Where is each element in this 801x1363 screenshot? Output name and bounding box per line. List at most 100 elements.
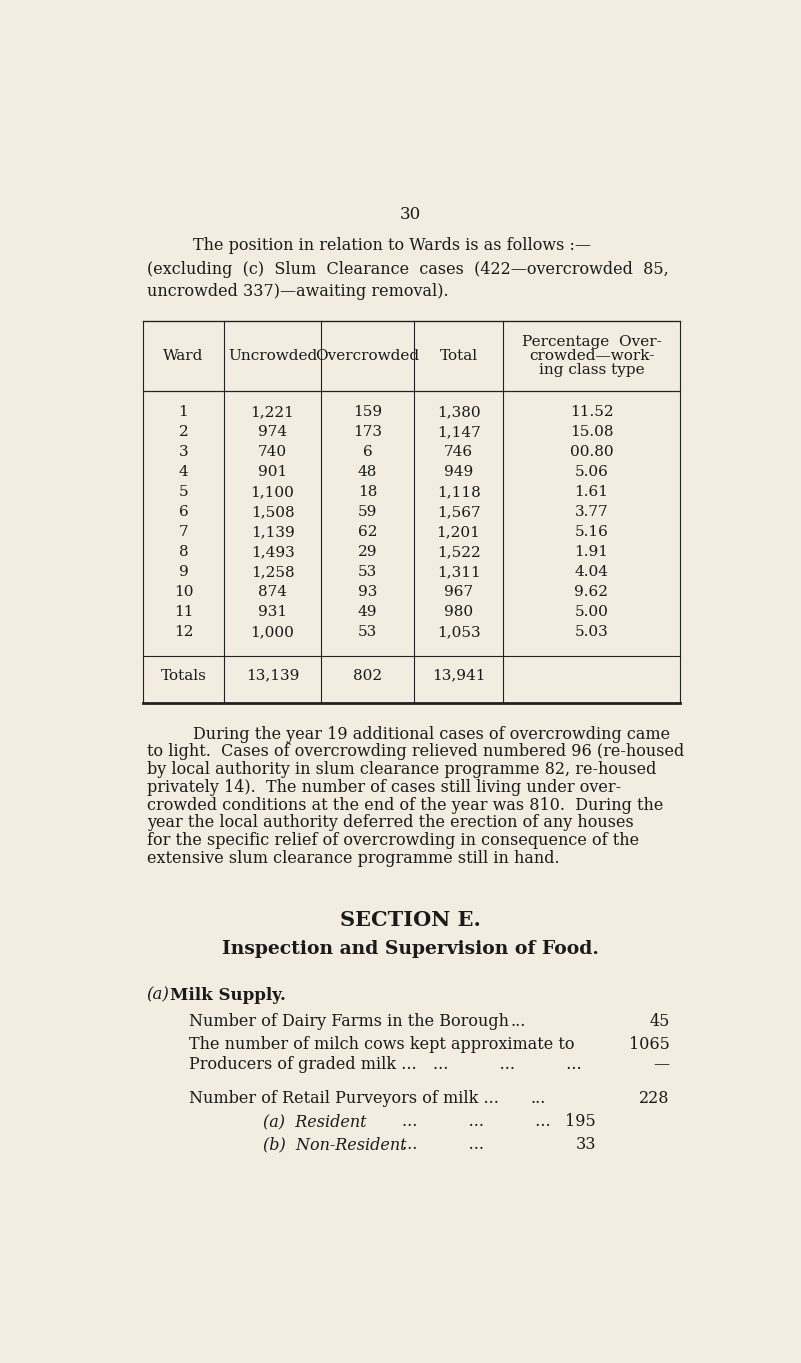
- Text: 4.04: 4.04: [574, 566, 609, 579]
- Text: crowded—work-: crowded—work-: [529, 349, 654, 363]
- Text: 949: 949: [444, 465, 473, 480]
- Text: 9: 9: [179, 566, 188, 579]
- Text: 30: 30: [400, 206, 421, 224]
- Text: Percentage  Over-: Percentage Over-: [521, 335, 662, 349]
- Text: Number of Dairy Farms in the Borough: Number of Dairy Farms in the Borough: [189, 1013, 509, 1030]
- Text: 228: 228: [639, 1090, 670, 1107]
- Text: 901: 901: [258, 465, 288, 480]
- Text: Producers of graded milk ...: Producers of graded milk ...: [189, 1056, 417, 1073]
- Text: 48: 48: [358, 465, 377, 480]
- Text: During the year 19 additional cases of overcrowding came: During the year 19 additional cases of o…: [193, 725, 670, 743]
- Text: The position in relation to Wards is as follows :—: The position in relation to Wards is as …: [193, 237, 591, 254]
- Text: 874: 874: [258, 586, 287, 600]
- Text: 45: 45: [650, 1013, 670, 1030]
- Text: 13,139: 13,139: [246, 669, 300, 683]
- Text: 1,147: 1,147: [437, 425, 481, 439]
- Text: uncrowded 337)—awaiting removal).: uncrowded 337)—awaiting removal).: [147, 284, 449, 300]
- Text: 5.03: 5.03: [574, 626, 608, 639]
- Text: 33: 33: [576, 1137, 596, 1153]
- Text: 6: 6: [179, 506, 188, 519]
- Text: 159: 159: [353, 405, 382, 420]
- Text: 1,000: 1,000: [251, 626, 295, 639]
- Text: ...          ...: ... ...: [402, 1137, 485, 1153]
- Text: to light.  Cases of overcrowding relieved numbered 96 (re-housed: to light. Cases of overcrowding relieved…: [147, 743, 684, 761]
- Text: Total: Total: [440, 349, 477, 363]
- Text: 3: 3: [179, 446, 188, 459]
- Text: 931: 931: [258, 605, 287, 619]
- Text: 5.00: 5.00: [574, 605, 609, 619]
- Text: 93: 93: [358, 586, 377, 600]
- Text: 1,493: 1,493: [251, 545, 295, 559]
- Text: 53: 53: [358, 626, 377, 639]
- Text: 7: 7: [179, 525, 188, 540]
- Text: 195: 195: [566, 1114, 596, 1130]
- Text: 1,053: 1,053: [437, 626, 481, 639]
- Text: 1,522: 1,522: [437, 545, 481, 559]
- Text: 2: 2: [179, 425, 188, 439]
- Text: 980: 980: [444, 605, 473, 619]
- Text: for the specific relief of overcrowding in consequence of the: for the specific relief of overcrowding …: [147, 831, 638, 849]
- Text: ing class type: ing class type: [538, 363, 644, 378]
- Text: 10: 10: [174, 586, 193, 600]
- Text: 1,258: 1,258: [251, 566, 295, 579]
- Text: 4: 4: [179, 465, 188, 480]
- Text: 1.91: 1.91: [574, 545, 609, 559]
- Text: ...          ...          ...: ... ... ...: [402, 1114, 551, 1130]
- Text: 5.06: 5.06: [574, 465, 609, 480]
- Text: ...: ...: [511, 1013, 526, 1030]
- Text: 5.16: 5.16: [574, 525, 609, 540]
- Text: (excluding  (c)  Slum  Clearance  cases  (422—overcrowded  85,: (excluding (c) Slum Clearance cases (422…: [147, 260, 668, 278]
- Text: 974: 974: [258, 425, 287, 439]
- Text: 62: 62: [358, 525, 377, 540]
- Text: by local authority in slum clearance programme 82, re-housed: by local authority in slum clearance pro…: [147, 761, 656, 778]
- Text: (a)  Resident: (a) Resident: [263, 1114, 366, 1130]
- Text: (a): (a): [147, 987, 170, 1003]
- Text: 1,311: 1,311: [437, 566, 481, 579]
- Text: 6: 6: [363, 446, 372, 459]
- Text: Milk Supply.: Milk Supply.: [170, 987, 286, 1003]
- Text: 53: 53: [358, 566, 377, 579]
- Text: privately 14).  The number of cases still living under over-: privately 14). The number of cases still…: [147, 778, 621, 796]
- Text: 1,567: 1,567: [437, 506, 481, 519]
- Text: 49: 49: [358, 605, 377, 619]
- Text: 1065: 1065: [629, 1036, 670, 1054]
- Text: The number of milch cows kept approximate to: The number of milch cows kept approximat…: [189, 1036, 575, 1054]
- Text: Totals: Totals: [160, 669, 207, 683]
- Text: Overcrowded: Overcrowded: [316, 349, 420, 363]
- Text: 29: 29: [358, 545, 377, 559]
- Text: 1,139: 1,139: [251, 525, 295, 540]
- Text: 9.62: 9.62: [574, 586, 609, 600]
- Text: 1,201: 1,201: [437, 525, 481, 540]
- Text: 1,100: 1,100: [251, 485, 295, 499]
- Text: extensive slum clearance programme still in hand.: extensive slum clearance programme still…: [147, 849, 559, 867]
- Text: 746: 746: [444, 446, 473, 459]
- Text: 18: 18: [358, 485, 377, 499]
- Text: —: —: [654, 1056, 670, 1073]
- Text: ...          ...          ...: ... ... ...: [433, 1056, 582, 1073]
- Text: 13,941: 13,941: [432, 669, 485, 683]
- Text: Ward: Ward: [163, 349, 203, 363]
- Text: 11.52: 11.52: [570, 405, 614, 420]
- Text: 1,508: 1,508: [251, 506, 295, 519]
- Text: 1,380: 1,380: [437, 405, 481, 420]
- Text: Inspection and Supervision of Food.: Inspection and Supervision of Food.: [222, 940, 598, 958]
- Text: 8: 8: [179, 545, 188, 559]
- Text: 1.61: 1.61: [574, 485, 609, 499]
- Text: year the local authority deferred the erection of any houses: year the local authority deferred the er…: [147, 814, 634, 831]
- Text: 1,221: 1,221: [251, 405, 295, 420]
- Text: 5: 5: [179, 485, 188, 499]
- Text: 967: 967: [444, 586, 473, 600]
- Text: 1,118: 1,118: [437, 485, 481, 499]
- Text: 15.08: 15.08: [570, 425, 614, 439]
- Text: (b)  Non-Resident: (b) Non-Resident: [263, 1137, 406, 1153]
- Text: 59: 59: [358, 506, 377, 519]
- Text: 11: 11: [174, 605, 193, 619]
- Text: Number of Retail Purveyors of milk ...: Number of Retail Purveyors of milk ...: [189, 1090, 499, 1107]
- Text: 740: 740: [258, 446, 287, 459]
- Text: 802: 802: [353, 669, 382, 683]
- Text: 3.77: 3.77: [574, 506, 608, 519]
- Text: 12: 12: [174, 626, 193, 639]
- Text: 173: 173: [353, 425, 382, 439]
- Text: Uncrowded: Uncrowded: [228, 349, 317, 363]
- Text: crowded conditions at the end of the year was 810.  During the: crowded conditions at the end of the yea…: [147, 796, 663, 814]
